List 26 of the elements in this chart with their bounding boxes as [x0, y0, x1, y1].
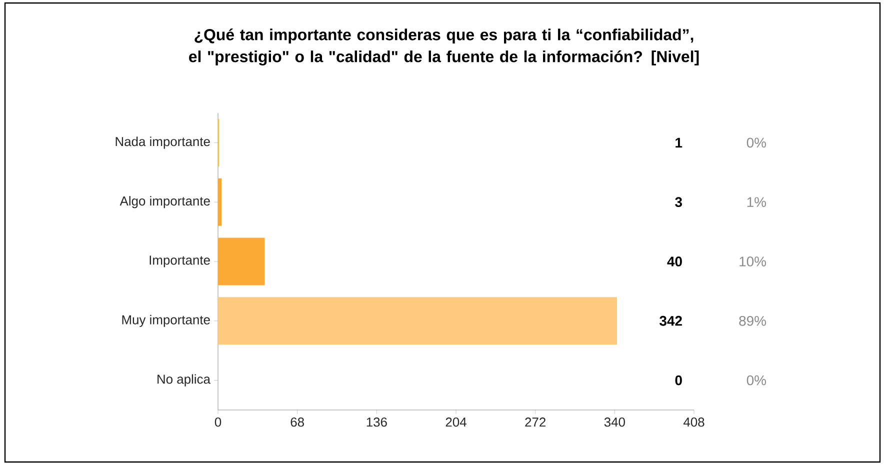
text: 0% [746, 375, 766, 386]
y-tick-label: Nada importante [116, 136, 210, 149]
y-tick-label: Importante [150, 256, 210, 268]
y-tick-label: No aplica [158, 374, 210, 386]
data-label: 342 [660, 316, 682, 326]
text: 89% [739, 316, 766, 326]
x-tick-label: 0 [214, 418, 222, 427]
data-label: 0 [675, 375, 682, 386]
text: 10% [740, 256, 766, 266]
bar [218, 178, 222, 226]
x-tick-label: 136 [366, 418, 387, 427]
x-tick-label: 272 [525, 418, 546, 427]
bar [218, 297, 618, 345]
y-tick-label: Algo importante [120, 196, 210, 208]
x-tick-label: 340 [604, 418, 625, 427]
x-tick-label: 68 [290, 418, 304, 427]
x-tick-label: 408 [684, 418, 704, 427]
y-tick-label: Muy importante [122, 314, 210, 327]
x-tick-label: 204 [446, 418, 466, 427]
data-label: 3 [675, 197, 682, 208]
bar [218, 238, 265, 286]
chart-title: ¿Qué tan importante consideras que es para ti la “confiabilidad”, el "prestigio" o la "calidad" de la fuente de la información? [Nivel] [189, 28, 699, 66]
data-label: 1 [676, 138, 682, 148]
text: 0% [746, 138, 766, 148]
data-label: 40 [667, 256, 682, 266]
text: 1% [747, 197, 766, 207]
